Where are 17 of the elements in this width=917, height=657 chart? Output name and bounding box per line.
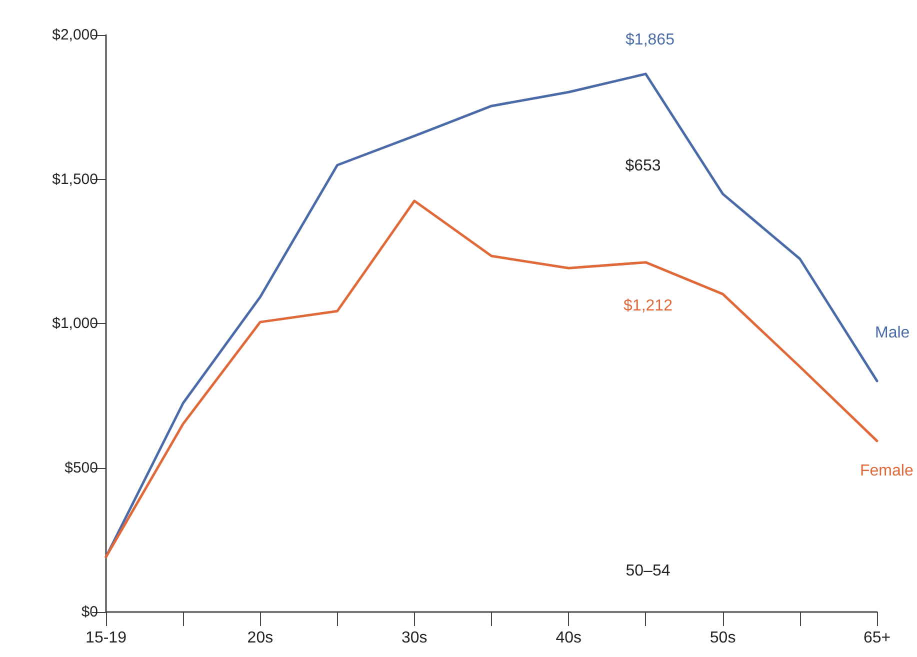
y-tick-label: $2,000 <box>52 26 98 44</box>
series-label: Female <box>860 462 914 480</box>
annotation: 50–54 <box>626 562 670 580</box>
y-tick-label: $500 <box>64 459 98 476</box>
x-tick-label: 65+ <box>863 630 891 646</box>
annotation: $653 <box>625 158 661 174</box>
x-tick-label: 50s <box>710 630 736 646</box>
x-tick-label: 40s <box>556 630 582 646</box>
y-tick-label: $1,000 <box>52 315 98 332</box>
x-tick-label: 30s <box>402 630 428 646</box>
annotation: $1,865 <box>626 32 675 48</box>
y-tick-label: $1,500 <box>52 170 98 188</box>
annotation: $1,212 <box>624 298 673 314</box>
x-tick-label: 20s <box>247 630 274 646</box>
x-tick-label: 15-19 <box>86 630 127 646</box>
y-tick-label: $0 <box>81 604 98 620</box>
series-label: Male <box>875 324 910 342</box>
